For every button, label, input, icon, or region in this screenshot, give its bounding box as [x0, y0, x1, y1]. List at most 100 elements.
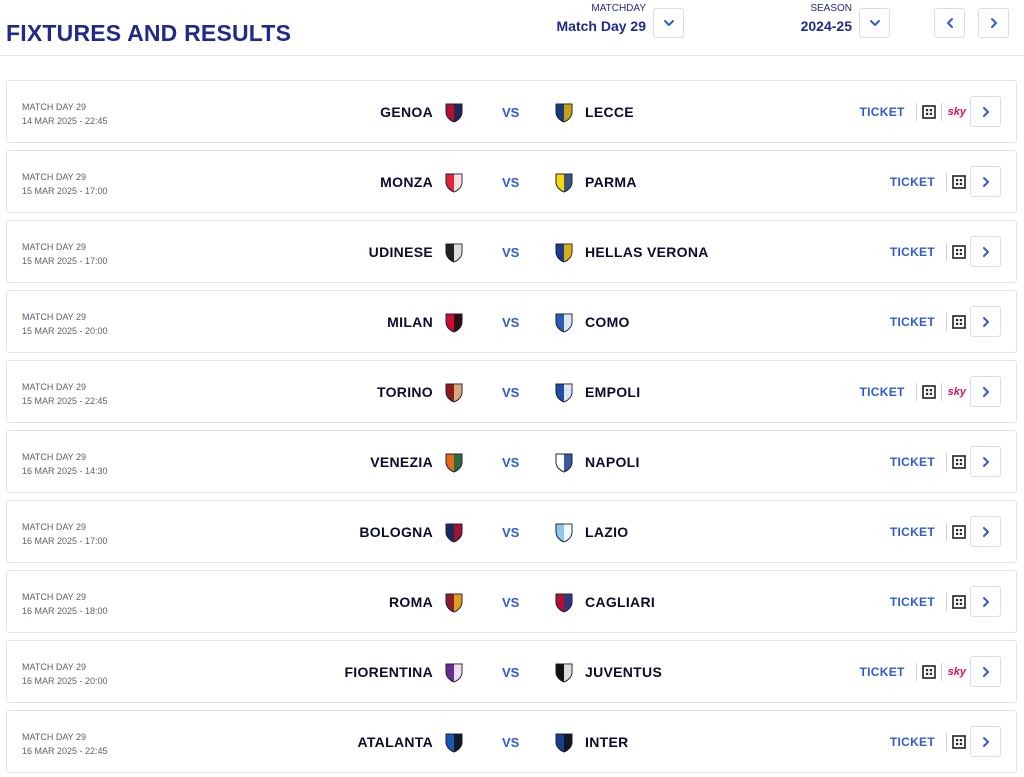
- match-day-text: MATCH DAY 29: [22, 172, 87, 182]
- match-detail-button[interactable]: [970, 586, 1001, 617]
- home-team[interactable]: TORINO: [377, 381, 465, 403]
- match-row[interactable]: MATCH DAY 29 15 MAR 2025 - 17:00 UDINESE VS…: [6, 220, 1017, 283]
- away-team-name[interactable]: LAZIO: [585, 524, 629, 540]
- away-team-name[interactable]: LECCE: [585, 104, 634, 120]
- match-day-text: MATCH DAY 29: [22, 452, 87, 462]
- divider: [946, 243, 947, 261]
- match-detail-button[interactable]: [970, 96, 1001, 127]
- season-picker[interactable]: SEASON 2024-25: [780, 0, 890, 40]
- away-team[interactable]: CAGLIARI: [553, 591, 655, 613]
- ticket-link[interactable]: TICKET: [859, 105, 905, 119]
- ticket-link[interactable]: TICKET: [889, 245, 935, 259]
- away-team-name[interactable]: INTER: [585, 734, 629, 750]
- chevron-right-icon: [982, 736, 989, 747]
- match-row[interactable]: MATCH DAY 29 16 MAR 2025 - 22:45 ATALANTA V…: [6, 710, 1017, 773]
- home-team-name[interactable]: GENOA: [380, 104, 433, 120]
- season-value[interactable]: 2024-25: [800, 18, 852, 34]
- match-row[interactable]: MATCH DAY 29 15 MAR 2025 - 22:45 TORINO VS E…: [6, 360, 1017, 423]
- match-row[interactable]: MATCH DAY 29 14 MAR 2025 - 22:45 GENOA VS LE…: [6, 80, 1017, 143]
- match-row[interactable]: MATCH DAY 29 16 MAR 2025 - 18:00 ROMA VS CAG…: [6, 570, 1017, 633]
- away-team-name[interactable]: COMO: [585, 314, 630, 330]
- home-team-name[interactable]: ATALANTA: [357, 734, 433, 750]
- ticket-link[interactable]: TICKET: [889, 525, 935, 539]
- away-team[interactable]: PARMA: [553, 171, 637, 193]
- away-team-name[interactable]: EMPOLI: [585, 384, 641, 400]
- matchday-picker[interactable]: MATCHDAY Match Day 29: [552, 0, 684, 40]
- match-row[interactable]: MATCH DAY 29 15 MAR 2025 - 17:00 MONZA VS PA…: [6, 150, 1017, 213]
- match-detail-button[interactable]: [970, 446, 1001, 477]
- previous-matchday-button[interactable]: [934, 8, 965, 38]
- match-detail-button[interactable]: [970, 166, 1001, 197]
- home-team[interactable]: MILAN: [387, 311, 465, 333]
- home-crest-icon: [445, 453, 463, 473]
- tv-channel-icon: [952, 455, 966, 469]
- home-team[interactable]: ROMA: [389, 591, 465, 613]
- match-day-text: MATCH DAY 29: [22, 382, 87, 392]
- home-team-name[interactable]: VENEZIA: [370, 454, 433, 470]
- match-detail-button[interactable]: [970, 236, 1001, 267]
- vs-label: VS: [502, 735, 520, 750]
- home-team-name[interactable]: ROMA: [389, 594, 433, 610]
- away-team[interactable]: EMPOLI: [553, 381, 640, 403]
- home-team[interactable]: MONZA: [380, 171, 465, 193]
- match-detail-button[interactable]: [970, 516, 1001, 547]
- match-actions: TICKET: [890, 243, 966, 261]
- away-team[interactable]: INTER: [553, 731, 629, 753]
- away-team[interactable]: COMO: [553, 311, 630, 333]
- away-team[interactable]: JUVENTUS: [553, 661, 662, 683]
- chevron-right-icon: [982, 526, 989, 537]
- vs-label: VS: [502, 175, 520, 190]
- ticket-link[interactable]: TICKET: [859, 665, 905, 679]
- home-team-name[interactable]: UDINESE: [368, 244, 433, 260]
- season-dropdown-button[interactable]: [859, 8, 890, 38]
- away-team[interactable]: LAZIO: [553, 521, 629, 543]
- ticket-link[interactable]: TICKET: [859, 385, 905, 399]
- home-team-name[interactable]: MONZA: [380, 174, 433, 190]
- home-team[interactable]: FIORENTINA: [344, 661, 465, 683]
- home-team[interactable]: BOLOGNA: [359, 521, 465, 543]
- vs-label: VS: [502, 525, 520, 540]
- match-datetime: 15 MAR 2025 - 22:45: [22, 396, 108, 406]
- match-row[interactable]: MATCH DAY 29 15 MAR 2025 - 20:00 MILAN VS CO…: [6, 290, 1017, 353]
- home-team[interactable]: VENEZIA: [370, 451, 465, 473]
- away-team[interactable]: HELLAS VERONA: [553, 241, 709, 263]
- away-team-name[interactable]: JUVENTUS: [585, 664, 663, 680]
- away-team-name[interactable]: CAGLIARI: [585, 594, 656, 610]
- chevron-left-icon: [946, 18, 953, 28]
- match-detail-button[interactable]: [970, 726, 1001, 757]
- away-team[interactable]: LECCE: [553, 101, 634, 123]
- away-team-name[interactable]: HELLAS VERONA: [585, 244, 709, 260]
- ticket-link[interactable]: TICKET: [889, 455, 935, 469]
- match-row[interactable]: MATCH DAY 29 16 MAR 2025 - 17:00 BOLOGNA VS…: [6, 500, 1017, 563]
- ticket-link[interactable]: TICKET: [889, 315, 935, 329]
- match-row[interactable]: MATCH DAY 29 16 MAR 2025 - 14:30 VENEZIA VS…: [6, 430, 1017, 493]
- matchday-dropdown-button[interactable]: [653, 8, 684, 38]
- ticket-link[interactable]: TICKET: [889, 735, 935, 749]
- home-team[interactable]: ATALANTA: [358, 731, 466, 753]
- home-team[interactable]: UDINESE: [369, 241, 465, 263]
- home-team[interactable]: GENOA: [380, 101, 465, 123]
- match-meta: MATCH DAY 29 16 MAR 2025 - 22:45: [22, 730, 108, 758]
- home-team-name[interactable]: FIORENTINA: [344, 664, 433, 680]
- away-crest-icon: [555, 313, 573, 333]
- match-detail-button[interactable]: [970, 656, 1001, 687]
- ticket-link[interactable]: TICKET: [889, 175, 935, 189]
- match-day-text: MATCH DAY 29: [22, 592, 87, 602]
- ticket-link[interactable]: TICKET: [889, 595, 935, 609]
- match-detail-button[interactable]: [970, 376, 1001, 407]
- home-team-name[interactable]: MILAN: [387, 314, 433, 330]
- matchday-value[interactable]: Match Day 29: [556, 18, 646, 34]
- next-matchday-button[interactable]: [978, 8, 1009, 38]
- away-team[interactable]: NAPOLI: [553, 451, 640, 473]
- match-row[interactable]: MATCH DAY 29 16 MAR 2025 - 20:00 FIORENTIN…: [6, 640, 1017, 703]
- away-team-name[interactable]: NAPOLI: [585, 454, 640, 470]
- home-team-name[interactable]: BOLOGNA: [359, 524, 433, 540]
- match-actions: TICKET sky: [859, 663, 966, 681]
- away-team-name[interactable]: PARMA: [585, 174, 637, 190]
- home-team-name[interactable]: TORINO: [377, 384, 433, 400]
- sky-broadcaster-logo: sky: [947, 386, 966, 398]
- match-detail-button[interactable]: [970, 306, 1001, 337]
- sky-broadcaster-logo: sky: [947, 666, 966, 678]
- away-crest-icon: [555, 733, 573, 753]
- divider: [946, 453, 947, 471]
